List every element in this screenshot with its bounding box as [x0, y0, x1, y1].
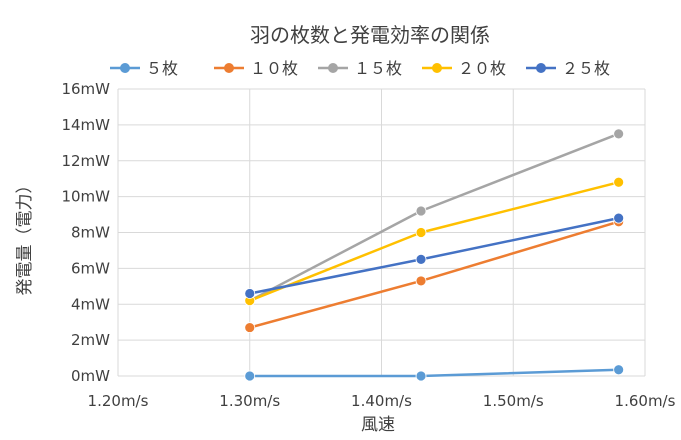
axes: 0mW 2mW 4mW 6mW 8mW 10mW 12mW 14mW 16mW 1.20m/s 1.…: [61, 80, 675, 410]
x-axis-label: 風速: [361, 415, 395, 435]
y-tick-label: 10mW: [61, 188, 110, 206]
data-point: [415, 275, 427, 287]
y-tick-label: 2mW: [71, 331, 110, 349]
y-tick-label: 6mW: [71, 259, 110, 277]
y-tick-label: 0mW: [71, 367, 110, 385]
x-tick-label: 1.30m/s: [219, 392, 280, 410]
legend-item: ２５枚: [526, 59, 610, 78]
legend-swatch-marker: [536, 63, 546, 73]
legend-swatch-marker: [224, 63, 234, 73]
series-5: [244, 212, 625, 299]
series-lines: [244, 128, 625, 382]
data-point: [244, 288, 256, 299]
data-point: [613, 176, 625, 188]
data-point: [415, 254, 427, 265]
data-point: [415, 205, 427, 217]
legend: ５枚 １０枚 １５枚 ２０枚 ２５枚: [110, 59, 610, 78]
data-point: [415, 227, 427, 238]
legend-swatch-marker: [120, 63, 130, 73]
y-tick-label: 4mW: [71, 295, 110, 313]
legend-label: ２５枚: [562, 59, 610, 78]
legend-label: １０枚: [250, 59, 298, 78]
data-point: [415, 370, 427, 382]
legend-swatch-marker: [328, 63, 338, 73]
legend-item: １５枚: [318, 59, 402, 78]
legend-item: ５枚: [110, 59, 178, 78]
y-axis-label: 発電量（電力）: [15, 177, 35, 296]
legend-label: ５枚: [146, 59, 178, 78]
data-point: [613, 212, 625, 224]
x-tick-label: 1.20m/s: [88, 392, 149, 410]
x-tick-label: 1.60m/s: [615, 392, 676, 410]
y-tick-label: 16mW: [61, 80, 110, 98]
data-point: [613, 364, 625, 376]
y-tick-label: 14mW: [61, 116, 110, 134]
legend-item: ２０枚: [422, 59, 506, 78]
legend-label: ２０枚: [458, 59, 506, 78]
legend-swatch-marker: [432, 63, 442, 73]
x-tick-label: 1.40m/s: [351, 392, 412, 410]
series-1: [244, 364, 625, 382]
y-tick-label: 8mW: [71, 224, 110, 242]
data-point: [613, 128, 625, 140]
x-tick-label: 1.50m/s: [483, 392, 544, 410]
legend-label: １５枚: [354, 59, 402, 78]
y-tick-label: 12mW: [61, 152, 110, 170]
data-point: [244, 322, 256, 333]
data-point: [244, 370, 256, 382]
legend-item: １０枚: [214, 59, 298, 78]
chart-title: 羽の枚数と発電効率の関係: [250, 23, 490, 47]
